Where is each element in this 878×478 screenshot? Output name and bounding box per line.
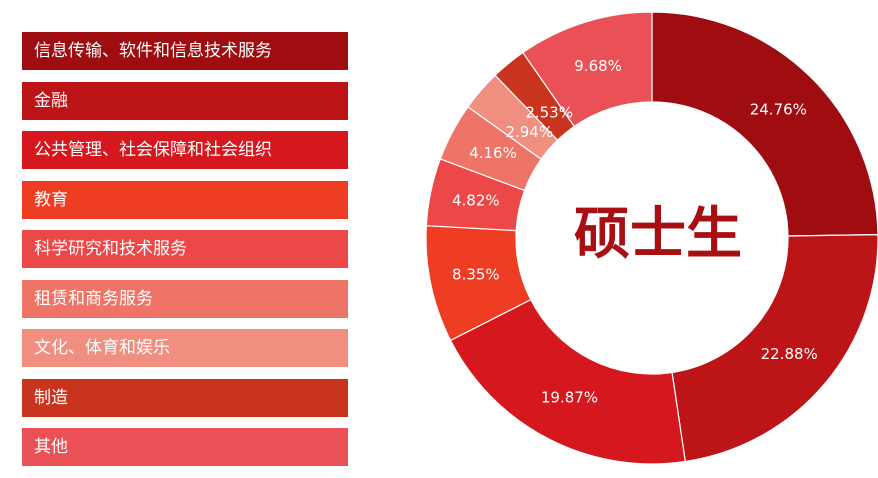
legend-label: 文化、体育和娱乐: [34, 338, 170, 358]
legend-item: 教育: [22, 180, 348, 219]
slice-label: 22.88%: [761, 345, 818, 363]
legend-item: 公共管理、社会保障和社会组织: [22, 131, 348, 169]
chart-title: 硕士生: [574, 202, 742, 267]
legend-item: 科学研究和技术服务: [22, 230, 348, 268]
slice-label: 9.68%: [574, 57, 622, 75]
slice-label: 4.82%: [452, 192, 500, 210]
legend-item: 信息传输、软件和信息技术服务: [22, 32, 348, 70]
slice-label: 24.76%: [750, 100, 807, 118]
pie-slice: [671, 234, 878, 463]
legend-item: 其他: [22, 428, 348, 466]
legend-label: 租赁和商务服务: [34, 288, 153, 309]
slice-label: 2.94%: [505, 123, 553, 141]
slice-label: 4.16%: [469, 144, 517, 162]
legend-item: 金融: [22, 81, 348, 120]
legend-label: 金融: [34, 90, 68, 111]
legend-item: 租赁和商务服务: [22, 279, 348, 318]
slice-label: 8.35%: [452, 266, 500, 284]
legend-label: 其他: [34, 437, 68, 457]
pie-slice: [449, 298, 687, 465]
legend-label: 制造: [34, 387, 68, 408]
legend-label: 教育: [34, 189, 68, 210]
pie-slice: [651, 11, 878, 237]
pie-slice: [522, 11, 653, 128]
chart-legend: 信息传输、软件和信息技术服务 金融公共管理、社会保障和社会组织 教育科学研究和技术服…: [22, 32, 348, 478]
slice-label: 19.87%: [541, 388, 598, 406]
legend-item: 制造: [22, 378, 348, 417]
legend-label: 科学研究和技术服务: [34, 239, 187, 259]
slice-label: 2.53%: [525, 103, 573, 121]
legend-label: 公共管理、社会保障和社会组织: [34, 140, 272, 160]
legend-item: 文化、体育和娱乐: [22, 329, 348, 367]
legend-label: 信息传输、软件和信息技术服务: [34, 41, 272, 61]
